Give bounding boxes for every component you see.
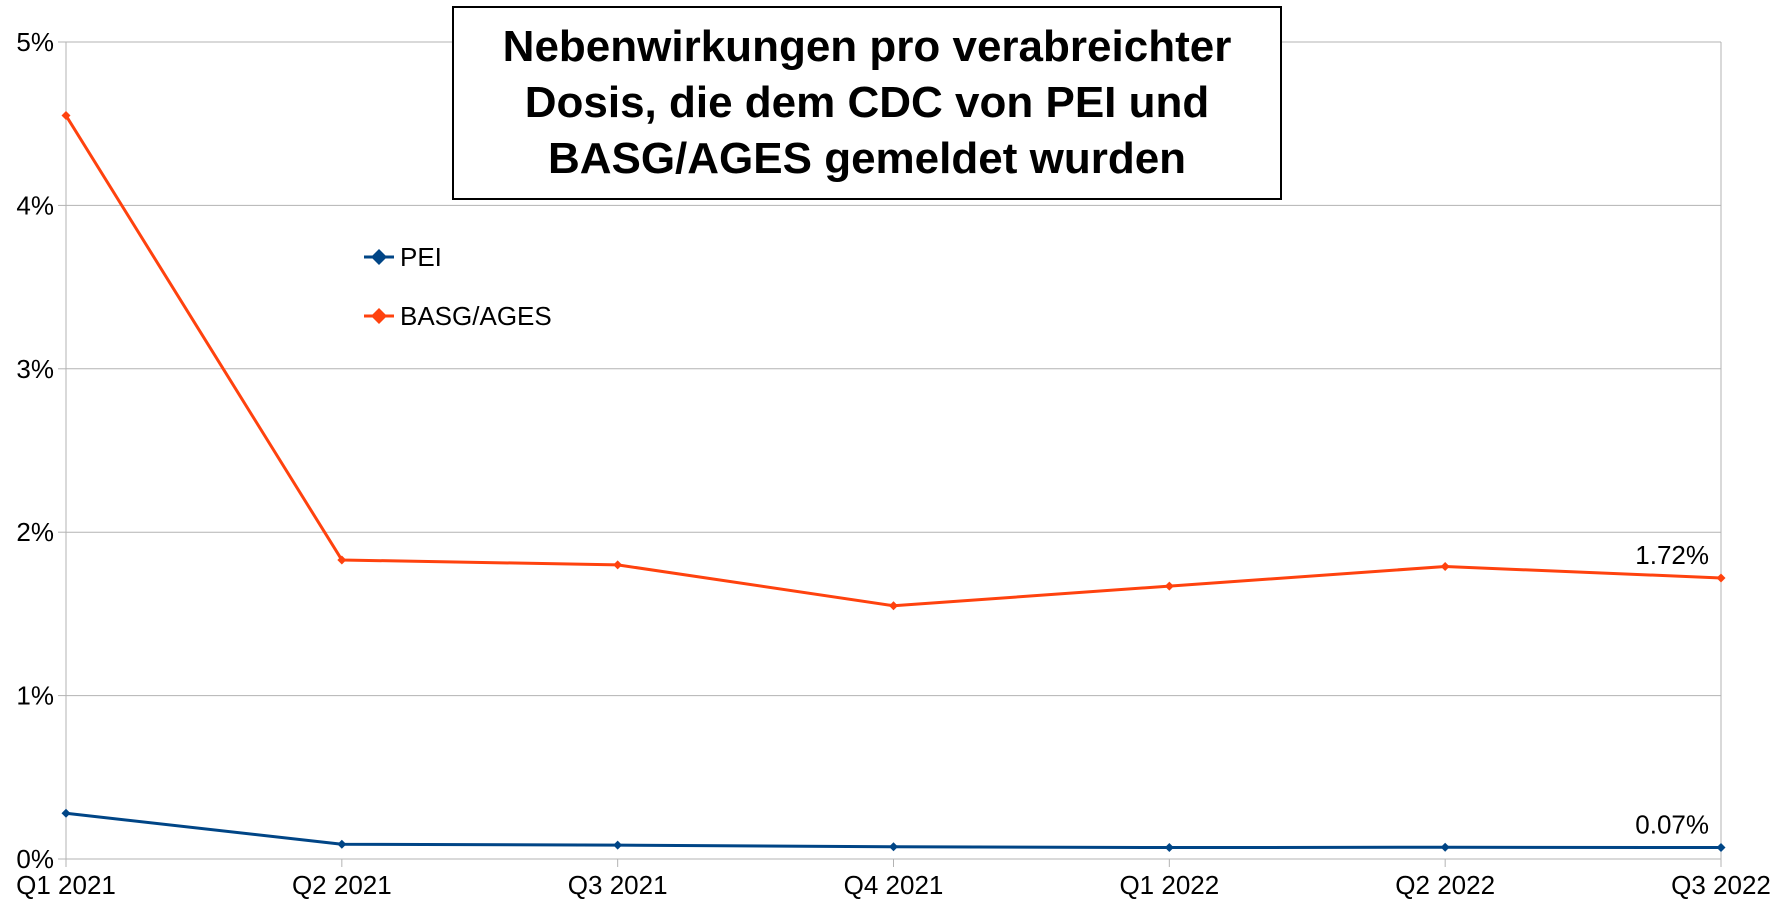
- y-tick-label: 4%: [16, 190, 54, 220]
- data-point-pei: [1716, 843, 1726, 853]
- data-point-pei: [613, 840, 623, 850]
- x-tick-label: Q3 2022: [1671, 870, 1771, 900]
- data-point-basg-ages: [337, 555, 347, 565]
- x-tick-label: Q2 2021: [292, 870, 392, 900]
- data-label-pei: 0.07%: [1635, 810, 1709, 840]
- y-tick-label: 2%: [16, 517, 54, 547]
- data-point-basg-ages: [1164, 581, 1174, 591]
- legend-label-pei: PEI: [400, 242, 442, 272]
- data-labels: 0.07% 1.72%: [1635, 540, 1709, 840]
- x-tick-label: Q2 2022: [1395, 870, 1495, 900]
- data-point-pei: [1164, 843, 1174, 853]
- x-tick-label: Q4 2021: [844, 870, 944, 900]
- data-point-pei: [61, 808, 71, 818]
- data-point-basg-ages: [889, 601, 898, 611]
- x-tick-label: Q1 2021: [16, 870, 116, 900]
- y-axis-ticks: 0% 1% 2% 3% 4% 5%: [16, 27, 66, 874]
- y-tick-label: 3%: [16, 354, 54, 384]
- y-tick-label: 0%: [16, 844, 54, 874]
- y-tick-label: 1%: [16, 681, 54, 711]
- legend-marker-basg-ages: [371, 308, 387, 324]
- data-point-pei: [889, 842, 898, 852]
- chart-title: Nebenwirkungen pro verabreichter Dosis, …: [502, 22, 1232, 183]
- series-lines: [61, 111, 1726, 853]
- data-point-pei: [337, 839, 347, 849]
- legend: PEI BASG/AGES: [364, 242, 552, 331]
- legend-marker-pei: [371, 249, 387, 265]
- legend-label-basg-ages: BASG/AGES: [400, 301, 552, 331]
- data-point-basg-ages: [1440, 562, 1450, 572]
- chart-title-box: Nebenwirkungen pro verabreichter Dosis, …: [452, 6, 1282, 200]
- data-point-pei: [1440, 842, 1450, 852]
- x-tick-label: Q1 2022: [1119, 870, 1219, 900]
- x-tick-label: Q3 2021: [568, 870, 668, 900]
- data-point-basg-ages: [613, 560, 623, 570]
- x-axis-ticks: Q1 2021 Q2 2021 Q3 2021 Q4 2021 Q1 2022 Q2 20…: [16, 859, 1771, 900]
- data-label-basg-ages: 1.72%: [1635, 540, 1709, 570]
- data-point-basg-ages: [1716, 573, 1726, 583]
- y-tick-label: 5%: [16, 27, 54, 57]
- data-point-basg-ages: [61, 111, 71, 121]
